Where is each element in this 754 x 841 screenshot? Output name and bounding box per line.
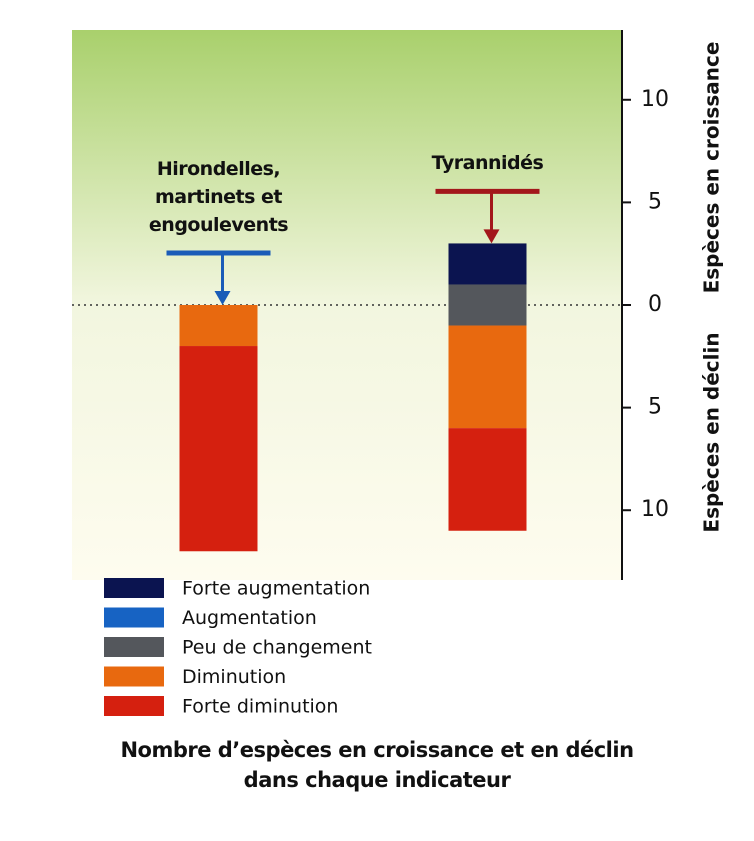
legend-label: Forte diminution [182,696,338,718]
plot-background [72,30,622,580]
annotation-arrowhead [214,291,231,305]
category-label: Hirondelles, martinets et engoulevents [148,158,289,236]
y-tick-label: 5 [648,189,662,214]
legend-label: Forte augmentation [182,578,370,600]
bar-segment [448,284,527,326]
y-tick-label: 10 [641,87,669,112]
y-tick-label: 10 [641,497,669,522]
legend-label: Diminution [182,666,286,688]
bar-segment [448,243,527,285]
bar-segment [448,325,527,429]
y-tick-label: 5 [648,395,662,420]
legend-label: Augmentation [182,607,317,629]
bar-segment [179,305,258,347]
y-axis-label-bottom: Espèces en déclin [700,332,724,532]
legend-swatch [104,696,164,716]
legend-swatch [104,578,164,598]
y-axis-label-top: Espèces en croissance [700,42,724,294]
legend-swatch [104,607,164,628]
legend-swatch [104,637,164,657]
legend-label: Peu de changement [182,637,372,659]
bar-segment [448,428,527,531]
legend-swatch [104,666,164,687]
chart-title: Nombre d’espèces en croissance et en déc… [120,738,634,792]
category-label: Tyrannidés [431,152,544,175]
annotation-arrowhead [483,229,500,244]
y-tick-label: 0 [648,292,662,317]
bar-segment [179,346,258,552]
